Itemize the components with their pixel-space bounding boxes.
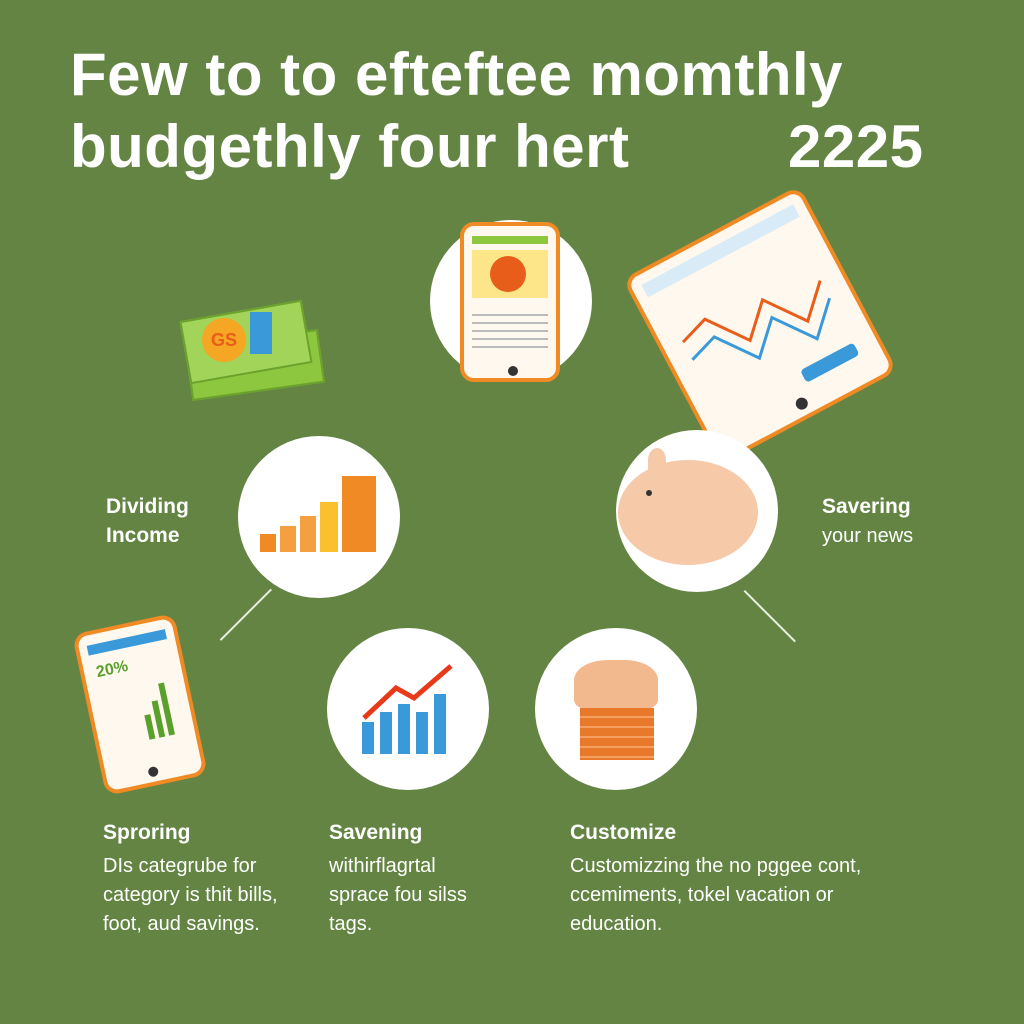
chart-phone-icon <box>622 185 898 465</box>
column-heading: Savening <box>329 821 423 844</box>
title-line-1: Few to to efteftee momthly <box>70 41 844 108</box>
dividing-label: Dividing <box>106 495 189 518</box>
column-saving: Savening withirflagrtal sprace fou silss… <box>329 818 467 939</box>
column-spending: Sproring DIs categrube for category is t… <box>103 818 278 939</box>
column-customize: Customize Customizzing the no pggee cont… <box>570 818 861 939</box>
column-text: Customizzing the no pggee cont, <box>570 855 862 877</box>
your-news-label: your news <box>822 525 914 547</box>
title-line-2: budgethly four hert <box>70 113 630 180</box>
savering-label: Savering <box>822 495 911 518</box>
money-stack-icon: GS <box>179 290 330 405</box>
column-text: sprace fou silss <box>329 884 467 906</box>
column-heading: Sproring <box>103 821 191 844</box>
column-heading: Customize <box>570 821 677 844</box>
column-text: education. <box>570 913 663 935</box>
title-year: 2225 <box>788 113 924 180</box>
growth-phone-icon: 20% <box>71 612 209 797</box>
column-text: foot, aud savings. <box>103 913 260 935</box>
column-text: withirflagrtal <box>329 855 436 877</box>
coin-icon: GS <box>202 318 246 362</box>
column-text: DIs categrube for <box>103 855 257 877</box>
trend-chart-icon <box>362 664 453 754</box>
piggy-bank-icon <box>618 448 758 565</box>
column-text: tags. <box>329 913 373 935</box>
phone-icon <box>460 222 560 382</box>
line-chart-icon <box>641 204 859 410</box>
connector-line <box>743 590 796 642</box>
bar-chart-icon <box>260 476 376 552</box>
column-text: category is thit bills, <box>103 884 278 906</box>
column-text: ccemiments, tokel vacation or <box>570 884 834 906</box>
brick-basket-icon <box>580 708 654 760</box>
connector-line <box>220 588 272 641</box>
income-label: Income <box>106 524 180 547</box>
bear-icon <box>574 660 658 710</box>
